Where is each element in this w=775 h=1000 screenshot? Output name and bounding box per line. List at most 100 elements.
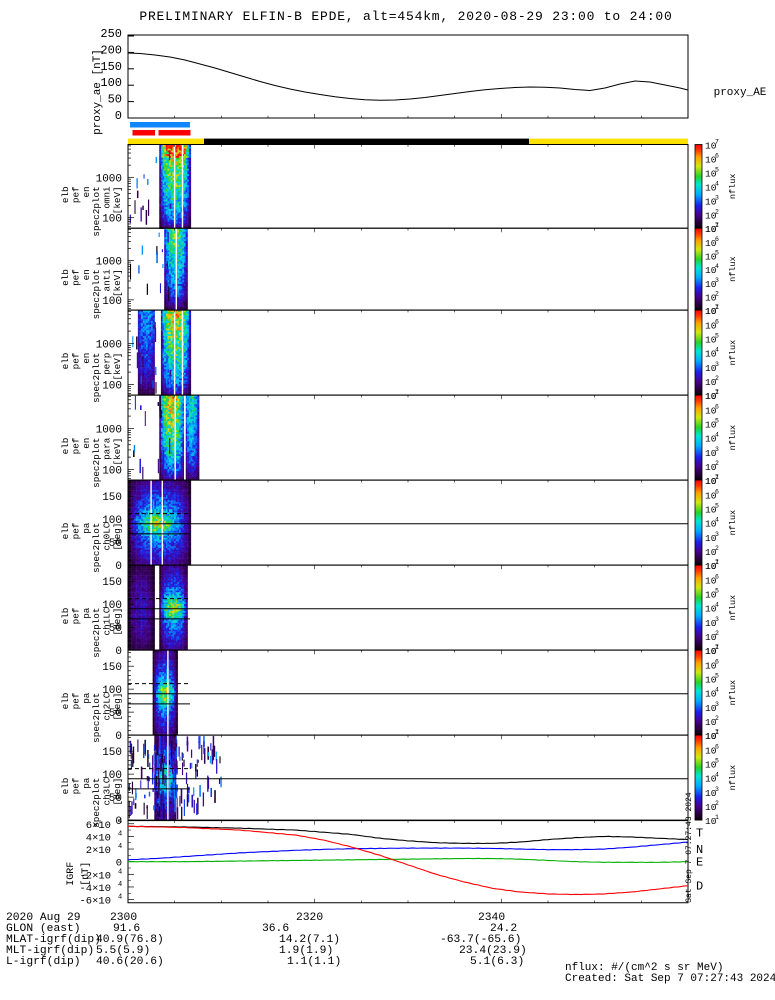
- svg-text:spec2plot: spec2plot: [91, 523, 102, 573]
- svg-text:50: 50: [108, 93, 122, 107]
- svg-text:4: 4: [118, 868, 122, 876]
- svg-text:pef: pef: [70, 778, 81, 795]
- svg-text:4×10: 4×10: [86, 832, 111, 844]
- svg-text:6×10: 6×10: [86, 820, 111, 832]
- svg-text:2: 2: [715, 460, 719, 467]
- svg-text:1000: 1000: [96, 256, 122, 268]
- svg-text:1.1(1.1): 1.1(1.1): [287, 956, 341, 968]
- svg-text:ch1LC: ch1LC: [102, 607, 113, 635]
- svg-text:0: 0: [115, 646, 122, 658]
- svg-text:2: 2: [715, 290, 719, 297]
- svg-text:0: 0: [115, 561, 122, 573]
- svg-text:4: 4: [118, 894, 122, 902]
- svg-text:nflux: nflux: [728, 680, 738, 706]
- svg-text:-6×10: -6×10: [79, 896, 111, 908]
- svg-text:3: 3: [715, 616, 719, 623]
- svg-text:pa: pa: [81, 522, 92, 534]
- svg-text:6: 6: [715, 403, 719, 410]
- svg-text:5: 5: [715, 417, 719, 424]
- svg-text:spec2plot: spec2plot: [91, 353, 102, 403]
- svg-text:4: 4: [715, 263, 719, 270]
- svg-text:7: 7: [715, 644, 719, 651]
- svg-text:6: 6: [715, 658, 719, 665]
- svg-text:pef: pef: [70, 269, 81, 286]
- svg-text:ch0LC: ch0LC: [102, 522, 113, 550]
- svg-text:0: 0: [115, 731, 122, 743]
- svg-text:4: 4: [715, 180, 719, 187]
- svg-text:7: 7: [715, 222, 719, 229]
- svg-text:4: 4: [715, 432, 719, 439]
- svg-text:elb: elb: [60, 186, 71, 203]
- svg-text:250: 250: [100, 27, 122, 41]
- svg-text:3: 3: [715, 277, 719, 284]
- svg-text:pef: pef: [70, 353, 81, 370]
- svg-text:0: 0: [115, 109, 122, 123]
- svg-text:en: en: [81, 353, 92, 364]
- svg-text:3: 3: [715, 361, 719, 368]
- svg-text:7: 7: [715, 729, 719, 736]
- svg-text:ch3LC: ch3LC: [102, 777, 113, 805]
- svg-text:4: 4: [715, 347, 719, 354]
- svg-text:100: 100: [102, 214, 122, 226]
- svg-text:7: 7: [715, 559, 719, 566]
- svg-text:perp: perp: [102, 353, 113, 375]
- svg-text:spec2plot: spec2plot: [91, 608, 102, 658]
- svg-text:7: 7: [715, 389, 719, 396]
- svg-text:3: 3: [715, 531, 719, 538]
- svg-text:elb: elb: [60, 608, 71, 625]
- svg-text:150: 150: [102, 662, 122, 674]
- svg-text:pa: pa: [81, 777, 92, 789]
- svg-text:6: 6: [715, 236, 719, 243]
- svg-text:1000: 1000: [96, 173, 122, 185]
- svg-text:1: 1: [715, 814, 719, 821]
- svg-text:150: 150: [102, 577, 122, 589]
- svg-text:E: E: [696, 856, 703, 870]
- svg-text:2×10: 2×10: [86, 845, 111, 857]
- svg-text:2: 2: [715, 208, 719, 215]
- svg-text:nflux: nflux: [728, 256, 738, 282]
- svg-text:en: en: [81, 186, 92, 197]
- svg-text:150: 150: [102, 747, 122, 759]
- svg-text:6: 6: [715, 488, 719, 495]
- svg-text:2320: 2320: [296, 912, 323, 924]
- svg-text:nflux: nflux: [728, 510, 738, 536]
- svg-text:elb: elb: [60, 693, 71, 710]
- svg-text:100: 100: [102, 465, 122, 477]
- svg-text:spec2plot: spec2plot: [91, 693, 102, 743]
- svg-text:5: 5: [715, 672, 719, 679]
- svg-text:pef: pef: [70, 523, 81, 540]
- svg-text:spec2plot: spec2plot: [91, 186, 102, 236]
- svg-text:4: 4: [118, 881, 122, 889]
- svg-text:[deg]: [deg]: [112, 778, 123, 806]
- svg-text:nflux: nflux: [728, 340, 738, 366]
- svg-text:spec2plot: spec2plot: [91, 269, 102, 319]
- svg-text:1000: 1000: [96, 339, 122, 351]
- svg-text:1000: 1000: [96, 424, 122, 436]
- svg-text:pa: pa: [81, 607, 92, 619]
- svg-text:3: 3: [715, 701, 719, 708]
- svg-text:3: 3: [715, 446, 719, 453]
- svg-text:[deg]: [deg]: [112, 608, 123, 636]
- svg-text:6: 6: [715, 573, 719, 580]
- svg-text:4: 4: [715, 772, 719, 779]
- svg-text:elb: elb: [60, 778, 71, 795]
- svg-text:en: en: [81, 438, 92, 449]
- svg-text:nflux: nflux: [728, 595, 738, 621]
- svg-text:7: 7: [715, 474, 719, 481]
- svg-text:150: 150: [102, 492, 122, 504]
- svg-text:pef: pef: [70, 438, 81, 455]
- svg-text:4: 4: [715, 517, 719, 524]
- svg-text:7: 7: [715, 139, 719, 146]
- svg-text:pef: pef: [70, 608, 81, 625]
- svg-text:100: 100: [102, 380, 122, 392]
- svg-text:Sat Sep 7 07:27:43 2024: Sat Sep 7 07:27:43 2024: [685, 792, 694, 903]
- svg-text:[deg]: [deg]: [112, 523, 123, 551]
- svg-text:nflux: nflux: [728, 174, 738, 200]
- svg-text:4: 4: [715, 687, 719, 694]
- svg-text:Created: Sat Sep 7 07:27:43 2: Created: Sat Sep 7 07:27:43 2024: [565, 973, 775, 985]
- svg-text:elb: elb: [60, 438, 71, 455]
- svg-text:pa: pa: [81, 692, 92, 704]
- svg-text:40.6(20.6): 40.6(20.6): [96, 956, 164, 968]
- svg-text:[keV]: [keV]: [112, 353, 123, 381]
- svg-text:3: 3: [715, 786, 719, 793]
